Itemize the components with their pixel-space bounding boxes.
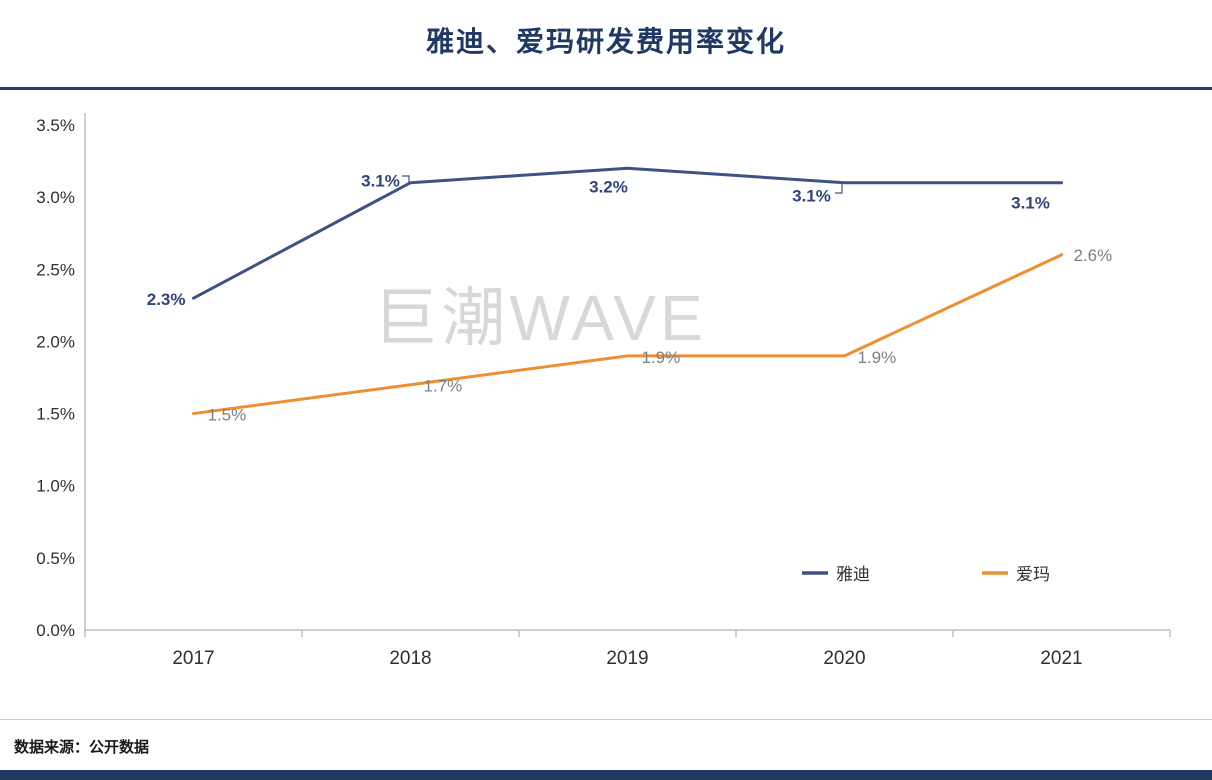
y-axis-tick-label: 0.5% [36, 549, 75, 568]
label-leader [402, 175, 410, 183]
data-label-爱玛: 1.9% [858, 348, 897, 367]
page-title: 雅迪、爱玛研发费用率变化 [425, 26, 786, 57]
data-label-爱玛: 1.9% [642, 348, 681, 367]
data-label-雅迪: 2.3% [147, 290, 186, 309]
bottom-bar [0, 770, 1212, 780]
data-label-爱玛: 2.6% [1074, 246, 1113, 265]
data-label-雅迪: 3.1% [1011, 194, 1050, 213]
data-label-爱玛: 1.7% [424, 377, 463, 396]
x-axis-tick-label: 2021 [1040, 648, 1082, 669]
data-label-爱玛: 1.5% [208, 406, 247, 425]
y-axis-tick-label: 1.5% [36, 405, 75, 424]
data-label-雅迪: 3.1% [361, 172, 400, 191]
chart-area: 巨潮WAVE 0.0% 0.5% 1.0% 1.5% 2.0% 2.5% 3.0% 3.5% 20… [0, 92, 1212, 717]
x-axis-tick-label: 2017 [172, 648, 214, 669]
y-axis-tick-label: 2.0% [36, 332, 75, 351]
y-axis-tick-label: 2.5% [36, 260, 75, 279]
source-note: 数据来源：公开数据 [14, 739, 150, 756]
legend-label-爱玛: 爱玛 [1016, 565, 1050, 584]
label-leader [835, 184, 843, 194]
title-divider [0, 87, 1212, 90]
y-axis-tick-label: 0.0% [36, 621, 75, 640]
series-line-爱玛 [192, 253, 1063, 416]
y-axis-tick-label: 3.5% [36, 116, 75, 135]
y-axis-tick-label: 3.0% [36, 188, 75, 207]
series-line-雅迪 [192, 166, 1063, 300]
legend-label-雅迪: 雅迪 [836, 565, 870, 584]
x-axis-tick-label: 2019 [606, 648, 648, 669]
data-label-雅迪: 3.2% [589, 177, 628, 196]
watermark-text: 巨潮WAVE [373, 282, 706, 354]
data-label-雅迪: 3.1% [792, 187, 831, 206]
y-axis-tick-label: 1.0% [36, 477, 75, 496]
x-axis-tick-label: 2018 [389, 648, 431, 669]
footer-divider [0, 719, 1212, 720]
x-axis-tick-label: 2020 [823, 648, 865, 669]
chart-svg: 巨潮WAVE 0.0% 0.5% 1.0% 1.5% 2.0% 2.5% 3.0% 3.5% 20… [36, 113, 1171, 669]
